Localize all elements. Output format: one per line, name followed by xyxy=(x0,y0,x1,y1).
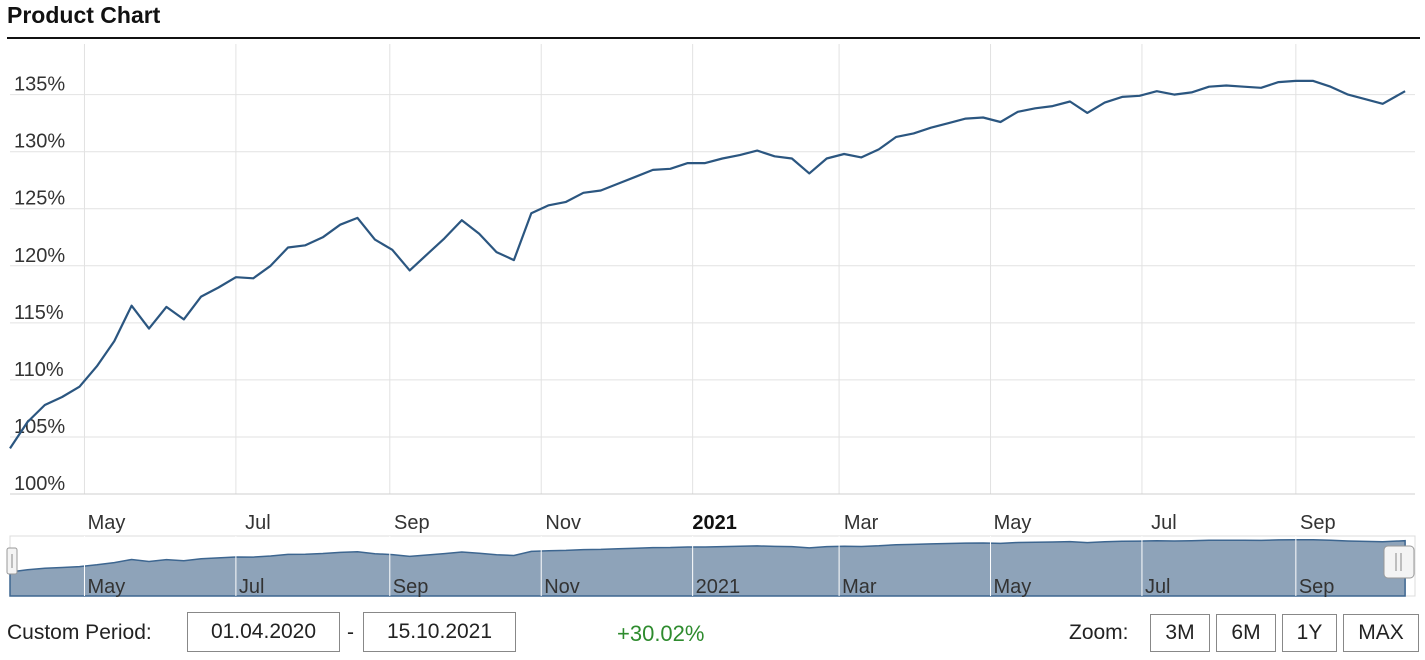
navigator-left-handle[interactable] xyxy=(6,547,18,575)
x-tick-label: Jul xyxy=(245,512,271,534)
x-tick-label: 2021 xyxy=(692,512,737,534)
navigator[interactable]: May Jul Sep Nov 2021 Mar May Jul Sep xyxy=(6,535,1416,598)
navigator-tick-label: Jul xyxy=(239,576,265,598)
x-tick-label: Mar xyxy=(844,512,879,534)
zoom-label: Zoom: xyxy=(1069,621,1129,644)
chart-footer: Custom Period: 01.04.2020 - 15.10.2021 +… xyxy=(0,612,1425,654)
navigator-tick-label: Sep xyxy=(1299,576,1335,598)
zoom-max-button[interactable]: MAX xyxy=(1343,614,1419,652)
navigator-tick-label: Sep xyxy=(393,576,429,598)
zoom-3m-button[interactable]: 3M xyxy=(1150,614,1210,652)
end-date-field[interactable]: 15.10.2021 xyxy=(363,612,516,652)
title-divider xyxy=(7,37,1420,39)
navigator-right-handle[interactable] xyxy=(1383,545,1415,579)
navigator-tick-label: Mar xyxy=(842,576,877,598)
y-tick-label: 125% xyxy=(14,188,65,210)
navigator-tick-label: May xyxy=(994,576,1032,598)
y-tick-label: 110% xyxy=(14,359,64,381)
x-tick-label: Jul xyxy=(1151,512,1177,534)
x-tick-label: May xyxy=(994,512,1032,534)
y-tick-label: 115% xyxy=(14,302,64,324)
x-axis-ticks: May Jul Sep Nov 2021 Mar May Jul Sep xyxy=(88,512,1336,534)
y-tick-label: 100% xyxy=(14,473,65,495)
zoom-6m-button[interactable]: 6M xyxy=(1216,614,1276,652)
navigator-tick-label: Jul xyxy=(1145,576,1171,598)
x-tick-label: Sep xyxy=(1300,512,1336,534)
x-tick-label: Nov xyxy=(545,512,581,534)
custom-period-label: Custom Period: xyxy=(7,621,152,644)
chart-grid xyxy=(10,44,1415,495)
x-tick-label: May xyxy=(88,512,126,534)
navigator-tick-label: 2021 xyxy=(696,576,741,598)
x-tick-label: Sep xyxy=(394,512,430,534)
performance-value: +30.02% xyxy=(617,621,705,646)
date-separator: - xyxy=(347,621,354,644)
zoom-1y-button[interactable]: 1Y xyxy=(1282,614,1337,652)
y-tick-label: 105% xyxy=(14,416,65,438)
y-tick-label: 135% xyxy=(14,74,65,96)
start-date-field[interactable]: 01.04.2020 xyxy=(187,612,340,652)
page-title: Product Chart xyxy=(7,2,161,28)
navigator-tick-label: Nov xyxy=(544,576,580,598)
performance-line xyxy=(9,79,1406,450)
navigator-tick-label: May xyxy=(87,576,125,598)
y-tick-label: 130% xyxy=(14,131,65,153)
product-chart[interactable]: 100% 105% 110% 115% 120% 125% 130% 135% May Jul S… xyxy=(0,44,1425,604)
navigator-area xyxy=(9,539,1406,597)
y-tick-label: 120% xyxy=(14,245,65,267)
